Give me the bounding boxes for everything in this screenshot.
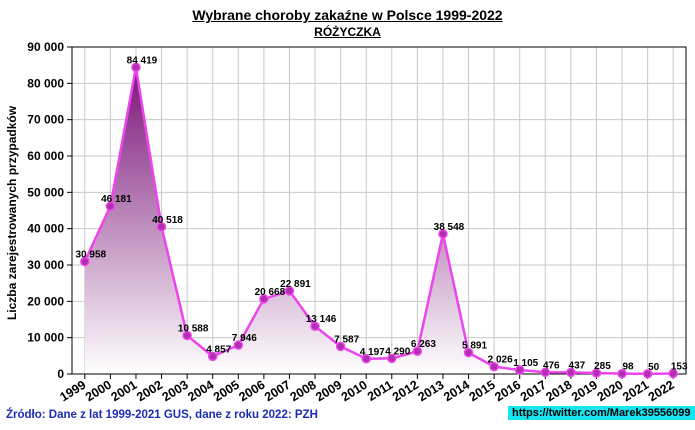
data-label: 153 bbox=[671, 361, 688, 372]
data-label: 38 548 bbox=[434, 222, 465, 233]
plot-frame bbox=[71, 46, 687, 375]
data-label: 7 587 bbox=[334, 334, 359, 345]
data-label: 285 bbox=[594, 361, 611, 372]
chart-title: Wybrane choroby zakaźne w Polsce 1999-20… bbox=[192, 7, 503, 23]
data-point bbox=[207, 351, 218, 362]
data-point bbox=[540, 367, 551, 378]
data-point bbox=[438, 229, 448, 239]
data-point bbox=[463, 347, 474, 358]
data-label: 4 197 bbox=[360, 347, 385, 358]
data-label: 7 946 bbox=[232, 333, 257, 344]
data-point bbox=[156, 222, 167, 232]
data-point bbox=[361, 354, 371, 364]
data-label: 46 181 bbox=[101, 194, 132, 205]
data-label: 40 518 bbox=[152, 215, 183, 226]
data-point bbox=[617, 368, 627, 379]
data-point bbox=[489, 361, 499, 372]
data-label: 13 146 bbox=[306, 314, 337, 325]
data-label: 4 857 bbox=[206, 344, 231, 355]
y-tick-label: 0 bbox=[57, 367, 64, 381]
data-point bbox=[591, 368, 602, 378]
data-label: 5 891 bbox=[462, 341, 487, 352]
y-tick-label: 50 000 bbox=[27, 185, 64, 199]
data-label: 50 bbox=[648, 362, 660, 373]
x-tick-label: 2022 bbox=[646, 378, 677, 405]
data-point bbox=[514, 365, 525, 375]
data-point bbox=[566, 367, 576, 378]
data-label: 22 891 bbox=[280, 279, 311, 290]
y-tick-label: 20 000 bbox=[27, 294, 64, 308]
data-point bbox=[131, 62, 141, 73]
source-note: Źródło: Dane z lat 1999-2021 GUS, dane z… bbox=[6, 409, 318, 421]
y-tick-label: 60 000 bbox=[27, 149, 64, 163]
data-point bbox=[233, 340, 244, 350]
data-point bbox=[335, 341, 346, 352]
data-label: 476 bbox=[543, 360, 560, 371]
data-label: 2 026 bbox=[488, 355, 513, 366]
data-point bbox=[182, 330, 192, 341]
data-label: 84 419 bbox=[127, 55, 158, 66]
y-axis-label: Liczba zarejestrowanych przypadków bbox=[5, 105, 19, 320]
area-fill bbox=[84, 67, 674, 374]
data-point bbox=[105, 201, 116, 211]
y-tick-label: 80 000 bbox=[27, 76, 64, 90]
data-label: 1 105 bbox=[513, 358, 538, 369]
data-point bbox=[259, 294, 269, 304]
y-tick-label: 10 000 bbox=[27, 331, 64, 345]
data-label: 30 958 bbox=[75, 250, 106, 261]
data-label: 6 263 bbox=[411, 339, 436, 350]
data-label: 10 588 bbox=[178, 324, 209, 335]
data-point bbox=[80, 256, 90, 267]
y-tick-label: 70 000 bbox=[27, 113, 64, 127]
data-label: 20 668 bbox=[255, 287, 286, 298]
data-label: 437 bbox=[569, 360, 586, 371]
data-point bbox=[387, 353, 397, 364]
data-point bbox=[284, 286, 295, 296]
y-tick-label: 40 000 bbox=[27, 222, 64, 236]
chart-subtitle: RÓŻYCZKA bbox=[314, 25, 381, 39]
twitter-link[interactable]: https://twitter.com/Marek39556099 bbox=[508, 406, 695, 420]
y-tick-label: 90 000 bbox=[27, 40, 64, 54]
data-point bbox=[668, 368, 678, 379]
data-point bbox=[412, 346, 423, 356]
y-tick-label: 30 000 bbox=[27, 258, 64, 272]
data-point bbox=[642, 369, 653, 379]
data-point bbox=[310, 321, 320, 331]
data-label: 98 bbox=[622, 362, 634, 373]
data-label: 4 290 bbox=[385, 346, 410, 357]
